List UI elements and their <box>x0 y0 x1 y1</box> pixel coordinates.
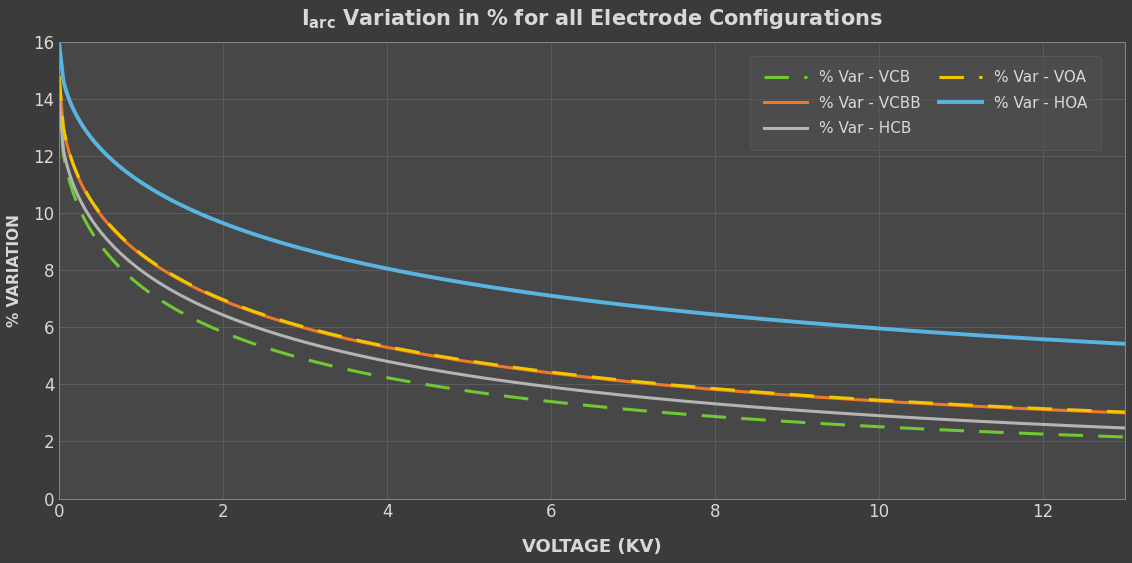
Title: $\mathbf{I_{arc}}$ $\mathbf{Variation\ in\ \%\ for\ all\ Electrode\ Configuratio: $\mathbf{I_{arc}}$ $\mathbf{Variation\ i… <box>301 7 883 31</box>
Legend: % Var - VCB, % Var - VCBB, % Var - HCB, % Var - VOA, % Var - HOA: % Var - VCB, % Var - VCBB, % Var - HCB, … <box>751 56 1101 150</box>
X-axis label: VOLTAGE (KV): VOLTAGE (KV) <box>522 538 662 556</box>
Y-axis label: % VARIATION: % VARIATION <box>7 213 22 327</box>
